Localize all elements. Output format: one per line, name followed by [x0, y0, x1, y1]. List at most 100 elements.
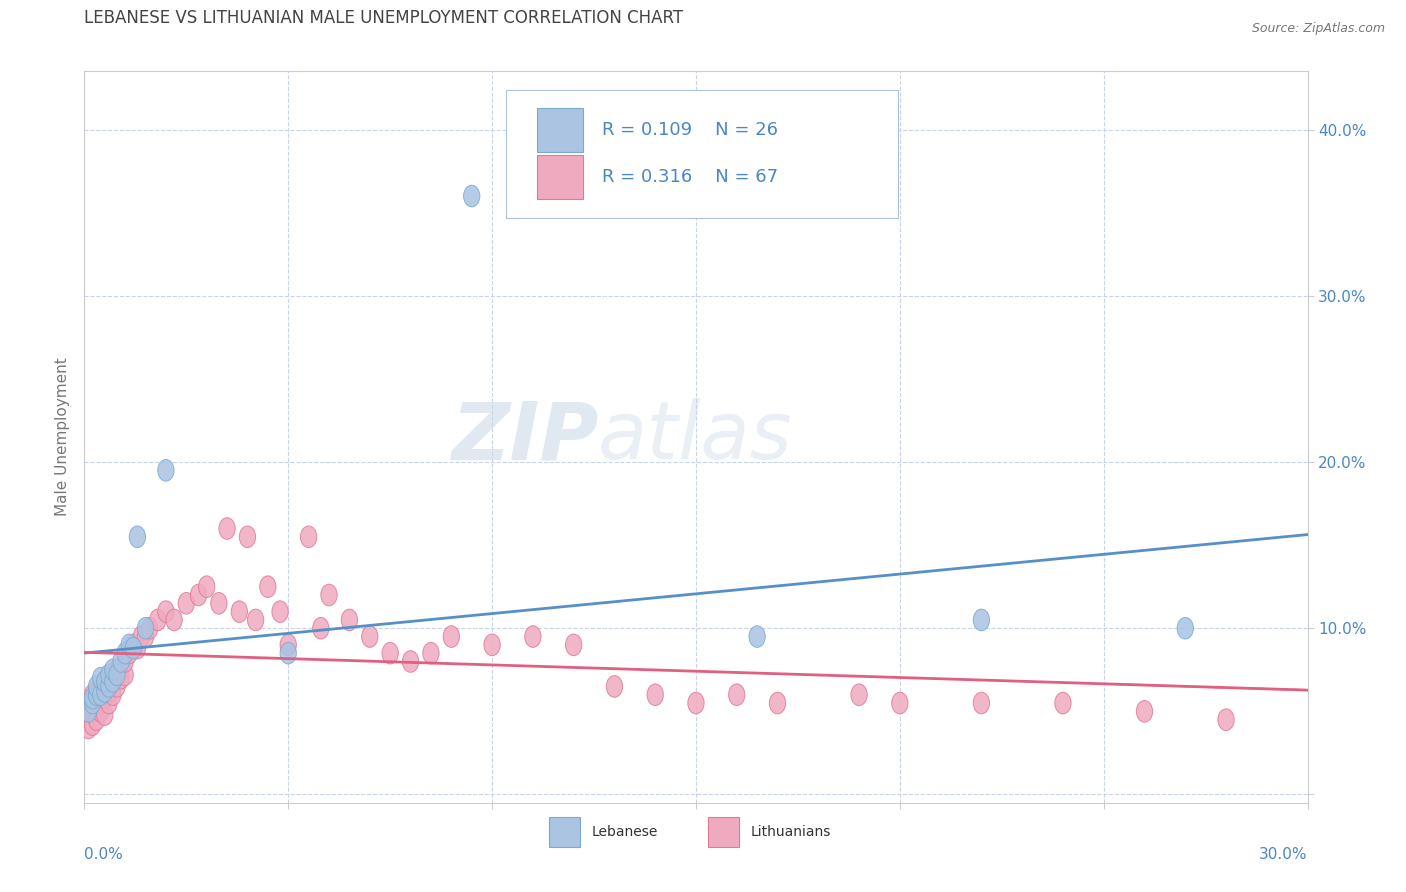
Ellipse shape — [247, 609, 264, 631]
Ellipse shape — [1054, 692, 1071, 714]
Ellipse shape — [688, 692, 704, 714]
Ellipse shape — [105, 659, 121, 681]
Text: atlas: atlas — [598, 398, 793, 476]
Ellipse shape — [157, 459, 174, 481]
Ellipse shape — [728, 684, 745, 706]
Ellipse shape — [129, 638, 146, 659]
Ellipse shape — [80, 700, 97, 723]
Ellipse shape — [101, 692, 117, 714]
Ellipse shape — [138, 626, 153, 648]
Ellipse shape — [142, 617, 157, 639]
Ellipse shape — [93, 684, 108, 706]
Ellipse shape — [105, 671, 121, 692]
Ellipse shape — [112, 650, 129, 673]
Ellipse shape — [271, 601, 288, 623]
Ellipse shape — [179, 592, 194, 614]
Text: 30.0%: 30.0% — [1260, 847, 1308, 862]
Ellipse shape — [112, 667, 129, 689]
Ellipse shape — [565, 634, 582, 656]
Ellipse shape — [280, 634, 297, 656]
FancyBboxPatch shape — [709, 817, 738, 847]
Ellipse shape — [80, 717, 97, 739]
Ellipse shape — [973, 692, 990, 714]
Ellipse shape — [166, 609, 183, 631]
Ellipse shape — [93, 675, 108, 698]
Ellipse shape — [524, 626, 541, 648]
Ellipse shape — [105, 667, 121, 689]
Ellipse shape — [97, 681, 112, 702]
Ellipse shape — [93, 700, 108, 723]
Ellipse shape — [851, 684, 868, 706]
Ellipse shape — [121, 642, 138, 664]
Ellipse shape — [138, 617, 153, 639]
Ellipse shape — [231, 601, 247, 623]
Ellipse shape — [219, 517, 235, 540]
Ellipse shape — [108, 659, 125, 681]
Ellipse shape — [301, 526, 316, 548]
Ellipse shape — [749, 626, 765, 648]
FancyBboxPatch shape — [550, 817, 579, 847]
Text: R = 0.109    N = 26: R = 0.109 N = 26 — [602, 121, 778, 139]
Ellipse shape — [361, 626, 378, 648]
Ellipse shape — [260, 576, 276, 598]
Ellipse shape — [190, 584, 207, 606]
Ellipse shape — [464, 186, 479, 207]
FancyBboxPatch shape — [537, 155, 583, 199]
Text: Source: ZipAtlas.com: Source: ZipAtlas.com — [1251, 22, 1385, 36]
Ellipse shape — [1177, 617, 1194, 639]
Text: 0.0%: 0.0% — [84, 847, 124, 862]
Ellipse shape — [891, 692, 908, 714]
Ellipse shape — [484, 634, 501, 656]
Ellipse shape — [198, 576, 215, 598]
Ellipse shape — [89, 675, 105, 698]
Text: Lebanese: Lebanese — [592, 825, 658, 839]
Ellipse shape — [84, 700, 101, 723]
Ellipse shape — [423, 642, 439, 664]
FancyBboxPatch shape — [537, 108, 583, 152]
Ellipse shape — [1136, 700, 1153, 723]
Ellipse shape — [101, 667, 117, 689]
Ellipse shape — [108, 675, 125, 698]
Ellipse shape — [134, 626, 149, 648]
Ellipse shape — [1218, 709, 1234, 731]
Y-axis label: Male Unemployment: Male Unemployment — [55, 358, 70, 516]
Ellipse shape — [97, 671, 112, 692]
Ellipse shape — [211, 592, 228, 614]
Ellipse shape — [105, 684, 121, 706]
Ellipse shape — [97, 671, 112, 692]
Ellipse shape — [312, 617, 329, 639]
Ellipse shape — [84, 692, 101, 714]
Text: LEBANESE VS LITHUANIAN MALE UNEMPLOYMENT CORRELATION CHART: LEBANESE VS LITHUANIAN MALE UNEMPLOYMENT… — [84, 10, 683, 28]
Ellipse shape — [342, 609, 357, 631]
Ellipse shape — [93, 667, 108, 689]
Ellipse shape — [117, 650, 134, 673]
Ellipse shape — [443, 626, 460, 648]
Ellipse shape — [117, 664, 134, 686]
Ellipse shape — [93, 687, 108, 709]
Text: ZIP: ZIP — [451, 398, 598, 476]
Ellipse shape — [280, 642, 297, 664]
Ellipse shape — [125, 634, 142, 656]
Text: Lithuanians: Lithuanians — [751, 825, 831, 839]
Ellipse shape — [117, 642, 134, 664]
Ellipse shape — [121, 634, 138, 656]
Ellipse shape — [97, 687, 112, 709]
Ellipse shape — [647, 684, 664, 706]
Ellipse shape — [80, 700, 97, 723]
Ellipse shape — [321, 584, 337, 606]
Ellipse shape — [157, 601, 174, 623]
Ellipse shape — [89, 692, 105, 714]
Ellipse shape — [149, 609, 166, 631]
Ellipse shape — [89, 709, 105, 731]
Ellipse shape — [84, 684, 101, 706]
Ellipse shape — [129, 526, 146, 548]
Ellipse shape — [101, 681, 117, 702]
Ellipse shape — [101, 675, 117, 698]
Text: R = 0.316    N = 67: R = 0.316 N = 67 — [602, 169, 778, 186]
Ellipse shape — [97, 704, 112, 725]
Ellipse shape — [108, 664, 125, 686]
Ellipse shape — [89, 681, 105, 702]
FancyBboxPatch shape — [506, 89, 898, 218]
Ellipse shape — [973, 609, 990, 631]
Ellipse shape — [101, 664, 117, 686]
